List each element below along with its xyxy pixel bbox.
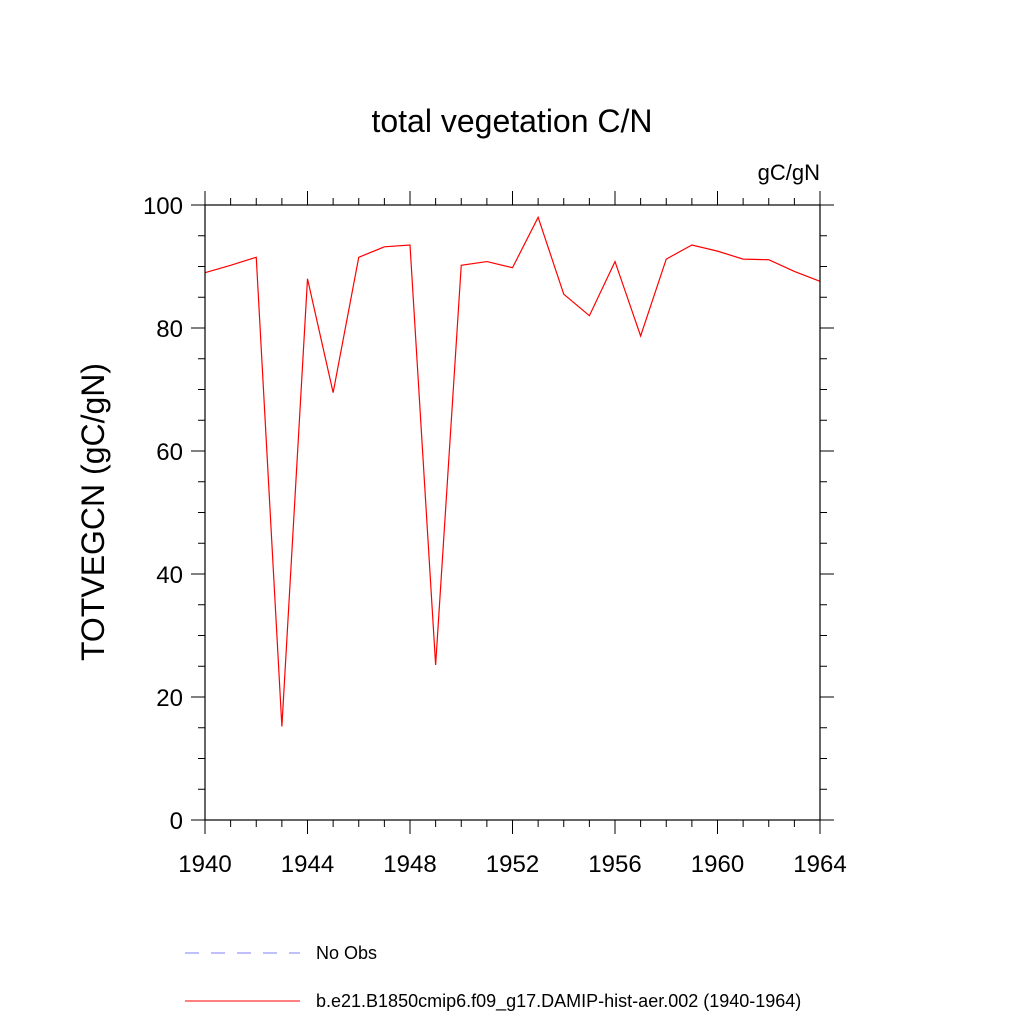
y-tick-label: 40	[156, 562, 183, 589]
series-line	[204, 215, 821, 727]
plot-frame	[204, 204, 821, 821]
x-tick-label: 1952	[486, 851, 539, 878]
ticks-layer: 1940 1944 1948 1952 1956 1960 1964 0 20 40 60 80 100	[143, 191, 847, 878]
x-tick-label: 1940	[178, 851, 231, 878]
y-tick-label: 60	[156, 439, 183, 466]
units-label: gC/gN	[758, 160, 820, 185]
y-tick-label: 80	[156, 316, 183, 343]
x-tick-label: 1944	[281, 851, 334, 878]
x-tick-label: 1948	[383, 851, 436, 878]
y-axis-label: TOTVEGCN (gC/gN)	[75, 363, 111, 661]
legend: No Obs b.e21.B1850cmip6.f09_g17.DAMIP-his…	[185, 943, 801, 1012]
legend-label: b.e21.B1850cmip6.f09_g17.DAMIP-hist-aer.…	[316, 991, 801, 1012]
y-tick-label: 100	[143, 193, 183, 220]
x-tick-label: 1964	[793, 851, 846, 878]
legend-label: No Obs	[316, 943, 377, 963]
series-layer	[204, 215, 821, 727]
x-tick-label: 1960	[691, 851, 744, 878]
y-tick-label: 20	[156, 685, 183, 712]
x-tick-label: 1956	[588, 851, 641, 878]
chart-title: total vegetation C/N	[371, 103, 652, 139]
y-tick-label: 0	[170, 808, 183, 835]
